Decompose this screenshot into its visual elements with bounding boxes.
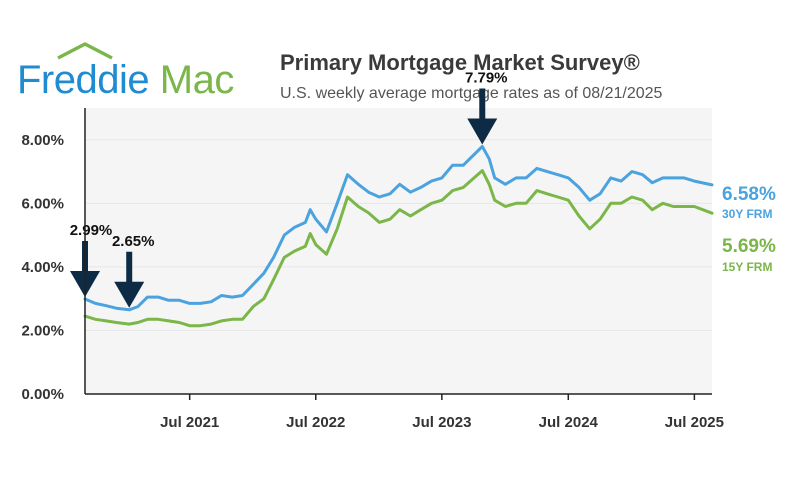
chart-title: Primary Mortgage Market Survey® <box>280 50 640 75</box>
svg-text:Freddie Mac: Freddie Mac <box>17 58 234 102</box>
annotation-label: 7.79% <box>465 69 508 86</box>
grid-lines <box>85 139 712 331</box>
arrow-down-icon <box>114 281 145 308</box>
end-value-15y: 5.69% <box>722 236 776 257</box>
legend-name-30y: 30Y FRM <box>722 207 772 221</box>
annotation-label: 2.65% <box>112 233 155 250</box>
arrow-down-icon <box>467 118 498 145</box>
x-tick-label: Jul 2025 <box>665 414 724 431</box>
plot-area <box>85 108 712 394</box>
annotation-label: 2.99% <box>70 222 113 239</box>
y-tick-label: 8.00% <box>21 132 64 149</box>
logo-house-roof-icon <box>57 42 113 60</box>
chart-subtitle: U.S. weekly average mortgage rates as of… <box>280 85 663 102</box>
y-tick-label: 2.00% <box>21 322 64 339</box>
series-line-15y-frm <box>83 169 714 328</box>
y-axis-ticks: 0.00% 2.00% 4.00% 6.00% 8.00% <box>21 132 64 403</box>
x-tick-label: Jul 2022 <box>286 414 345 431</box>
series-lines <box>83 145 714 328</box>
y-tick-label: 0.00% <box>21 386 64 403</box>
logo-text-freddie: Freddie <box>17 58 149 102</box>
end-value-30y: 6.58% <box>722 184 776 205</box>
legend-name-15y: 15Y FRM <box>722 260 772 274</box>
logo-text-mac: Mac <box>160 58 234 102</box>
freddie-mac-logo: Freddie Mac <box>17 42 234 102</box>
x-axis-ticks: Jul 2021 Jul 2022 Jul 2023 Jul 2024 Jul 2025 <box>160 394 724 431</box>
series-line-30y-frm <box>83 145 714 312</box>
y-tick-label: 4.00% <box>21 259 64 276</box>
y-tick-label: 6.00% <box>21 195 64 212</box>
x-tick-label: Jul 2023 <box>412 414 471 431</box>
x-tick-label: Jul 2024 <box>539 414 599 431</box>
x-tick-label: Jul 2021 <box>160 414 219 431</box>
